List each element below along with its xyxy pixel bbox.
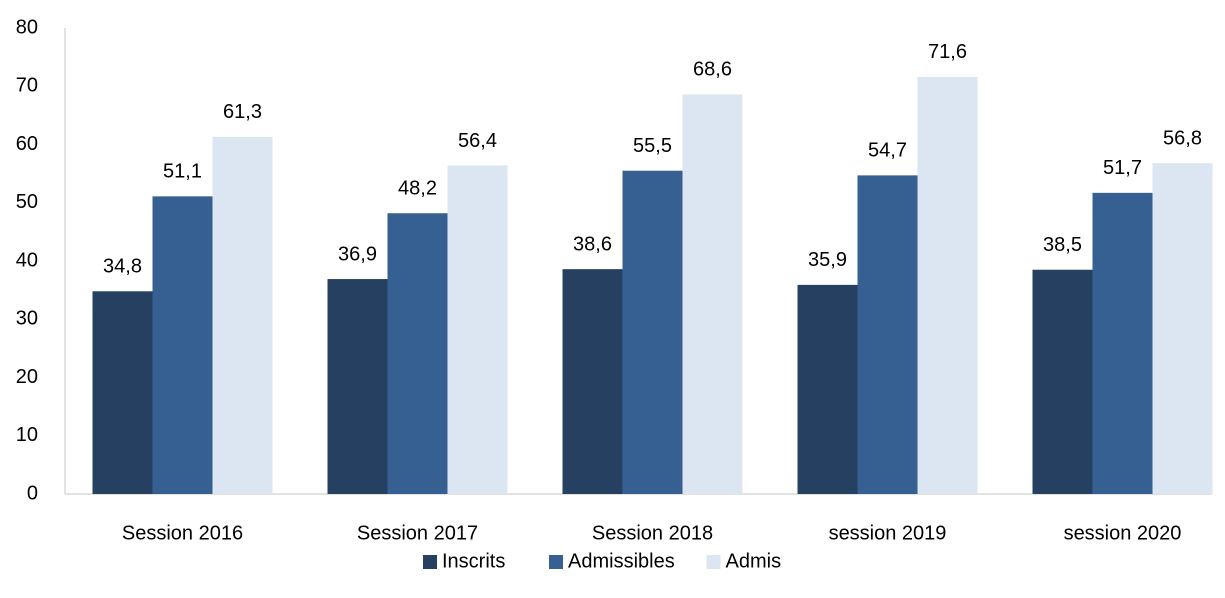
data-label: 55,5 bbox=[633, 135, 672, 157]
data-label: 38,6 bbox=[573, 233, 612, 255]
y-tick-label: 0 bbox=[27, 482, 38, 504]
data-label: 38,5 bbox=[1043, 234, 1082, 256]
y-tick-label: 70 bbox=[16, 75, 38, 97]
bar bbox=[562, 269, 623, 494]
x-tick-label: Session 2018 bbox=[592, 522, 713, 544]
y-tick-label: 50 bbox=[16, 191, 38, 213]
data-label: 48,2 bbox=[398, 178, 437, 200]
y-tick-label: 20 bbox=[16, 366, 38, 388]
bar bbox=[1092, 192, 1153, 494]
y-tick-label: 80 bbox=[16, 16, 38, 38]
bar bbox=[447, 165, 508, 494]
data-label: 51,7 bbox=[1103, 157, 1142, 179]
data-label: 54,7 bbox=[868, 140, 907, 162]
bar bbox=[917, 76, 978, 495]
legend-swatch bbox=[706, 555, 721, 569]
legend-label: Inscrits bbox=[442, 550, 505, 572]
data-label: 51,1 bbox=[163, 161, 202, 183]
x-tick-label: Session 2017 bbox=[357, 522, 478, 544]
x-tick-label: Session 2016 bbox=[122, 522, 243, 544]
bar bbox=[857, 175, 918, 494]
data-label: 35,9 bbox=[808, 249, 847, 271]
bar bbox=[387, 213, 448, 495]
legend-label: Admissibles bbox=[568, 550, 675, 572]
y-tick-label: 30 bbox=[16, 308, 38, 330]
bar bbox=[327, 279, 388, 494]
data-label: 56,4 bbox=[458, 130, 497, 152]
bar bbox=[797, 284, 858, 494]
y-tick-label: 60 bbox=[16, 133, 38, 155]
x-tick-label: session 2020 bbox=[1064, 522, 1182, 544]
bar bbox=[1152, 163, 1213, 494]
bar bbox=[682, 94, 743, 494]
data-label: 36,9 bbox=[338, 243, 377, 265]
y-tick-label: 10 bbox=[16, 424, 38, 446]
data-label: 34,8 bbox=[103, 256, 142, 278]
data-label: 71,6 bbox=[928, 41, 967, 63]
y-tick-label: 40 bbox=[16, 249, 38, 271]
data-label: 68,6 bbox=[693, 59, 732, 81]
data-label: 61,3 bbox=[223, 101, 262, 123]
bar bbox=[212, 136, 273, 495]
bar bbox=[1032, 269, 1093, 494]
legend-swatch bbox=[423, 555, 437, 569]
legend-swatch bbox=[549, 555, 563, 569]
legend-label: Admis bbox=[726, 550, 782, 572]
bar bbox=[622, 170, 683, 494]
bar bbox=[92, 291, 153, 494]
bar bbox=[152, 196, 213, 494]
x-tick-label: session 2019 bbox=[829, 522, 947, 544]
data-label: 56,8 bbox=[1163, 127, 1202, 149]
